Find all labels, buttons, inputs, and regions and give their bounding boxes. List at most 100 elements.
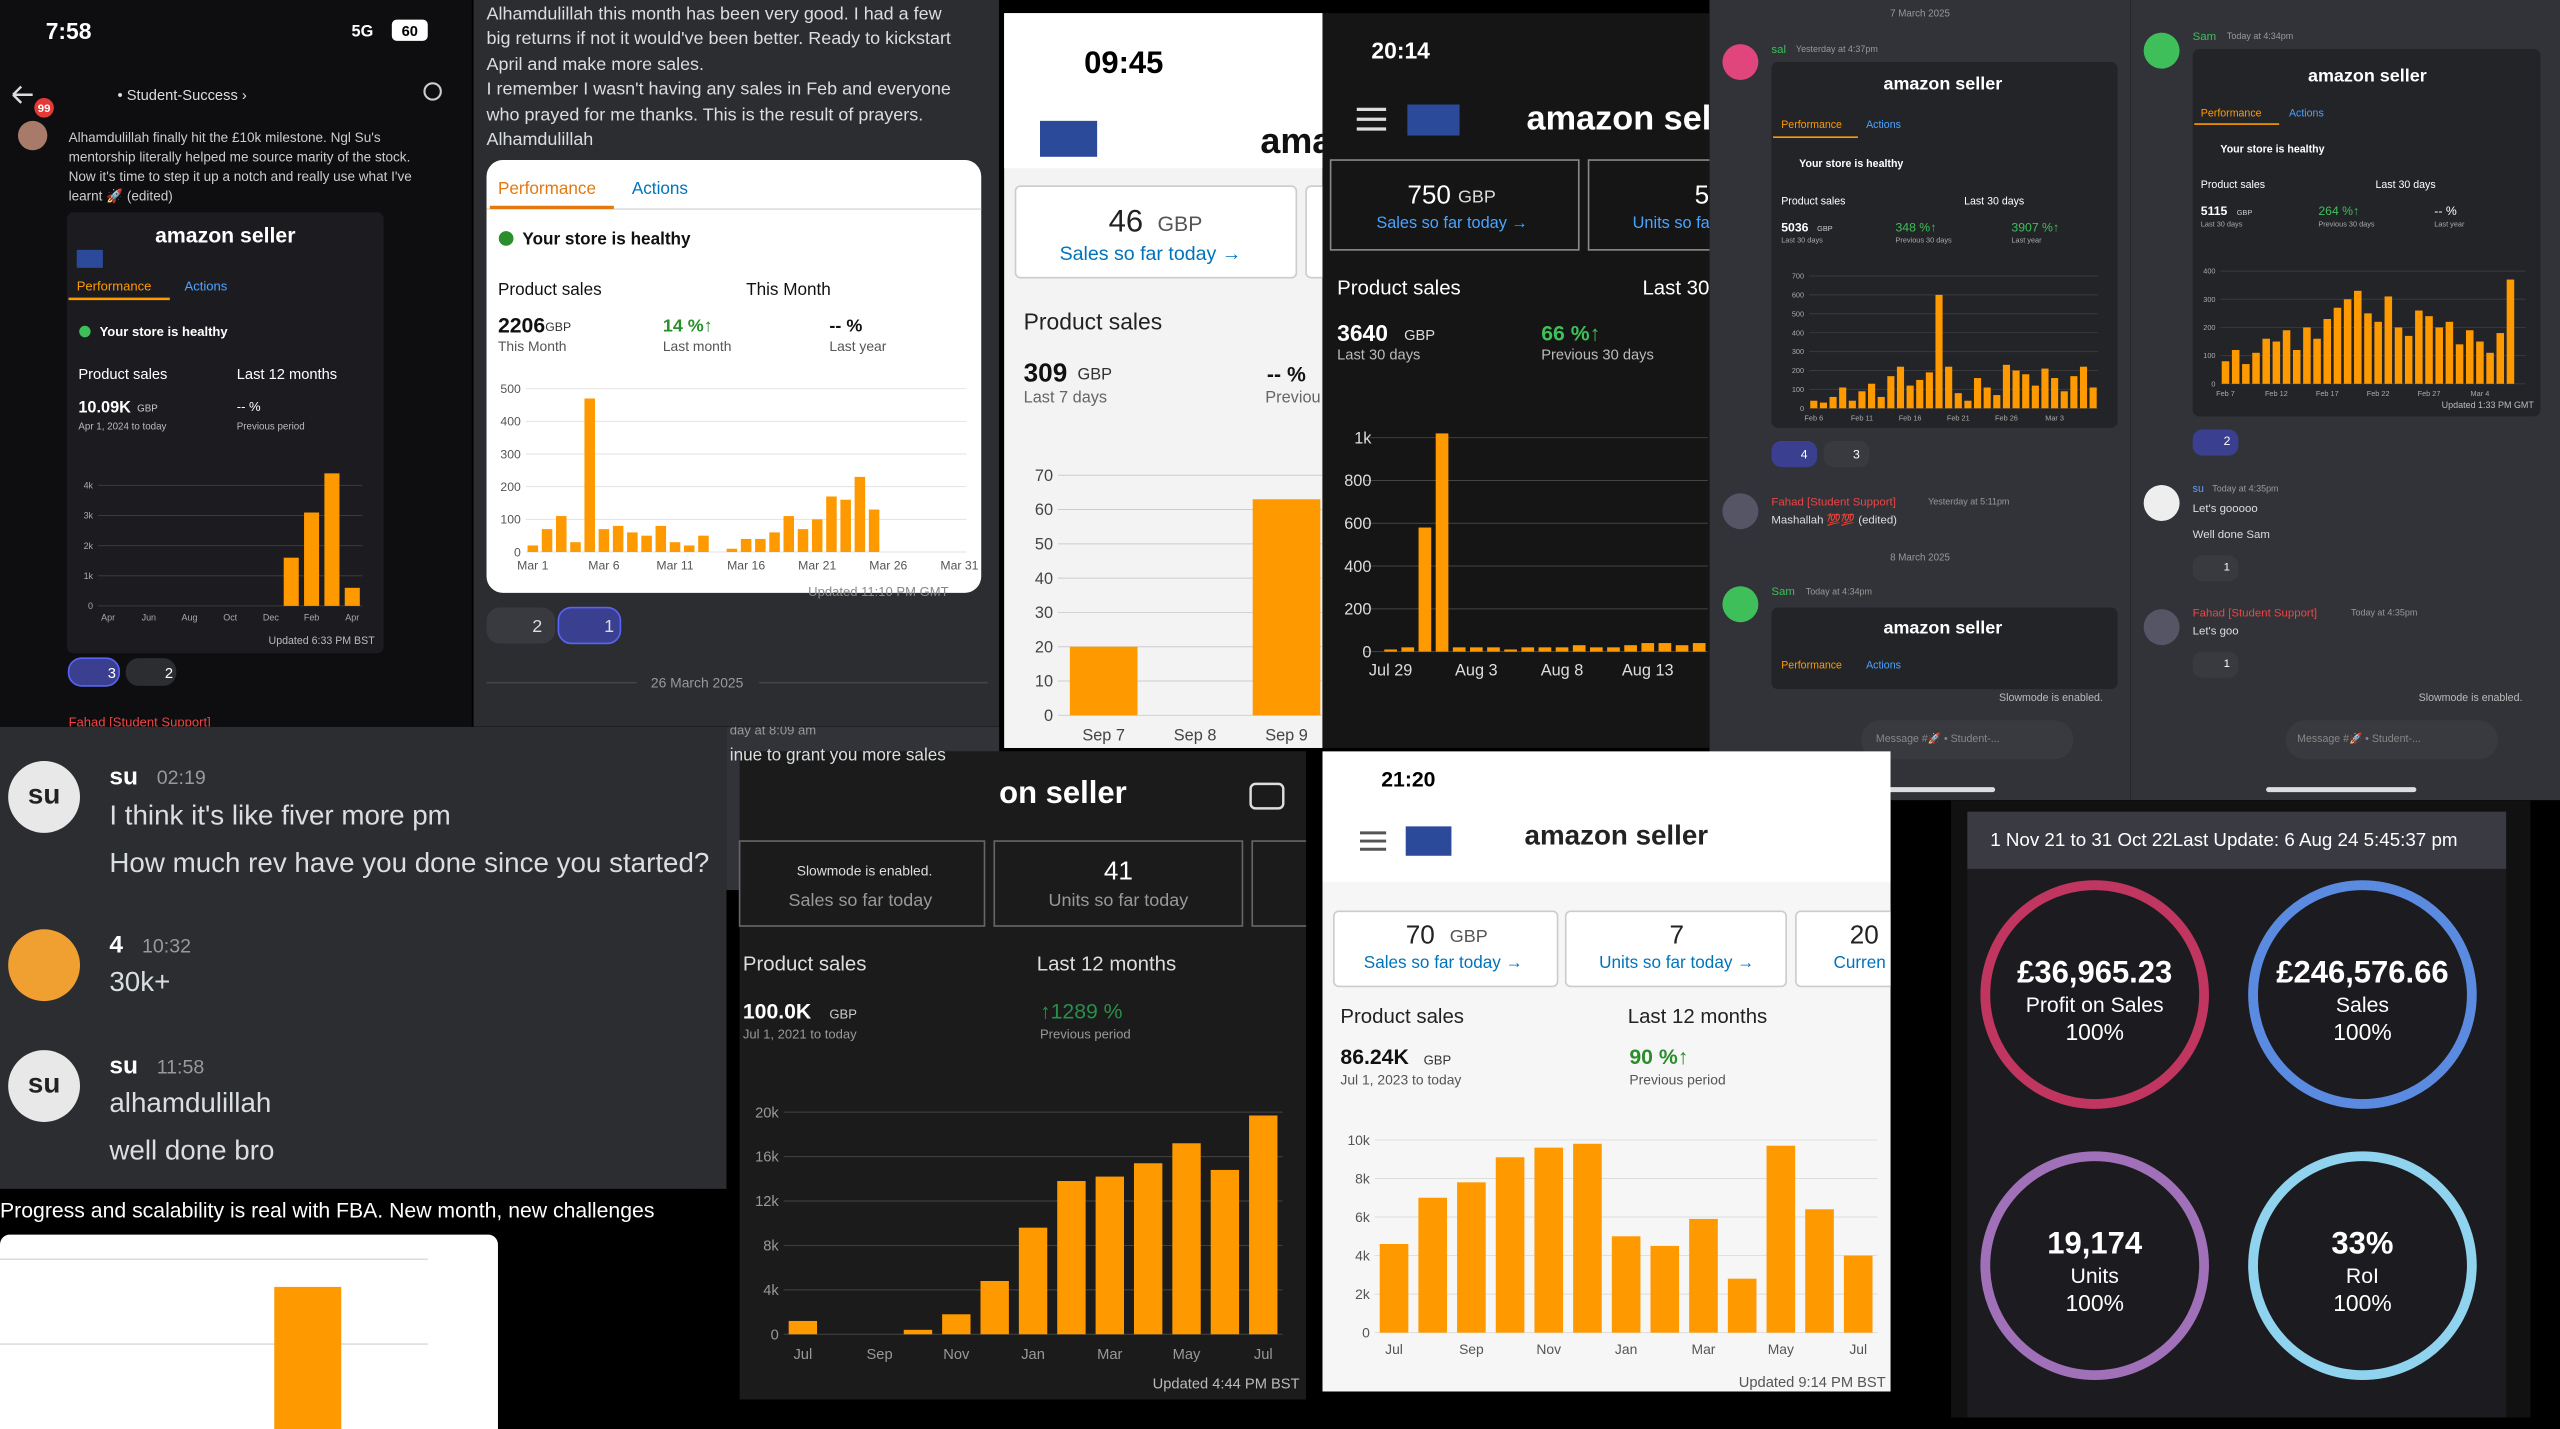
- label: on seller: [999, 775, 1127, 810]
- y-tick-label: 800: [1344, 472, 1371, 490]
- bar: [2333, 307, 2342, 384]
- label: • Student-Success ›: [118, 88, 247, 104]
- status-dot: [498, 231, 514, 246]
- bar: [2323, 318, 2332, 384]
- ring-label: Units: [2071, 1265, 2119, 1288]
- bar: [1896, 366, 1905, 409]
- label: GBP: [1078, 366, 1113, 384]
- y-tick-label: 50: [1035, 536, 1053, 554]
- bar: [541, 529, 553, 553]
- bar: [1916, 379, 1924, 409]
- label: Your store is healthy: [100, 324, 229, 339]
- bar: [598, 529, 610, 553]
- label: April and make more sales.: [487, 54, 704, 74]
- bar: [2051, 378, 2059, 409]
- tile[interactable]: [1251, 840, 1317, 927]
- label: Last 12 months: [1037, 954, 1177, 976]
- y-tick-label: 1k: [1354, 429, 1372, 447]
- label: Updated 9:14 PM BST: [1739, 1375, 1886, 1391]
- bar: [1469, 647, 1483, 652]
- tile[interactable]: [1014, 185, 1298, 279]
- label: Performance: [77, 278, 152, 293]
- x-tick-label: Nov: [1536, 1341, 1561, 1357]
- label: Actions: [184, 278, 227, 293]
- label: GBP: [1458, 186, 1496, 206]
- x-tick-label: Mar 6: [588, 558, 619, 572]
- ring-value: £36,965.23: [2017, 955, 2172, 990]
- reaction-pill[interactable]: [125, 658, 177, 686]
- reaction-pill[interactable]: [2192, 651, 2239, 678]
- reaction-pill[interactable]: [1771, 440, 1818, 468]
- label: Last 30 days: [2201, 219, 2243, 228]
- bar: [1877, 396, 1885, 409]
- tile[interactable]: [1795, 910, 1910, 988]
- camera-icon[interactable]: [1249, 782, 1285, 810]
- bar: [2476, 341, 2484, 384]
- x-tick-label: Aug 13: [1622, 661, 1674, 679]
- label: GBP: [829, 1007, 857, 1022]
- header-bar: [1967, 811, 2507, 869]
- reaction-pill[interactable]: [2192, 555, 2239, 582]
- bar: [1906, 385, 1914, 409]
- y-tick-label: 0: [1044, 707, 1053, 725]
- tile[interactable]: [1564, 910, 1787, 988]
- bar: [2242, 364, 2250, 384]
- label: 3: [108, 666, 116, 682]
- y-tick-label: 30: [1035, 604, 1053, 622]
- tile[interactable]: [738, 840, 986, 927]
- y-tick-label: 100: [2203, 351, 2215, 360]
- reaction-pill[interactable]: [1823, 440, 1870, 468]
- reaction-pill[interactable]: [67, 657, 120, 687]
- bar: [2506, 279, 2515, 384]
- x-tick-label: Jan: [1021, 1347, 1045, 1363]
- search-icon[interactable]: [423, 82, 442, 101]
- ring: [2248, 880, 2477, 1109]
- x-tick-label: Oct: [223, 612, 237, 622]
- label: Sales so far today →: [1364, 952, 1523, 972]
- bar: [1418, 1197, 1448, 1333]
- label: 70: [1406, 919, 1435, 949]
- label: 7:58: [46, 18, 92, 44]
- label: Last 30 days: [1964, 196, 2024, 208]
- label: Slowmode is enabled.: [2419, 692, 2523, 704]
- label: Product sales: [498, 279, 602, 299]
- y-tick-label: 100: [1792, 385, 1804, 394]
- bar: [1133, 1163, 1163, 1335]
- panel-phone-2: 20:14 amazon selle 750 GBP Sales so far toda…: [1322, 13, 1736, 748]
- menu-icon[interactable]: [1360, 831, 1387, 851]
- ring-percent: 100%: [2333, 1290, 2391, 1316]
- reaction-pill[interactable]: [557, 606, 622, 645]
- y-tick-label: 100: [500, 513, 521, 527]
- y-tick-label: 200: [2203, 323, 2215, 332]
- label: 309: [1024, 357, 1068, 387]
- message-input[interactable]: [1861, 720, 2074, 760]
- label: Updated 4:44 PM BST: [1153, 1376, 1300, 1392]
- chart-card: [0, 1234, 498, 1429]
- back-arrow[interactable]: [12, 85, 33, 104]
- y-tick-label: 2k: [84, 541, 94, 551]
- reaction-pill[interactable]: [486, 607, 556, 644]
- tile[interactable]: [993, 840, 1244, 927]
- label: Updated 1:33 PM GMT: [2442, 400, 2535, 410]
- label: Previou: [1265, 389, 1320, 407]
- message-input[interactable]: [2285, 720, 2498, 760]
- tile[interactable]: [1329, 159, 1580, 251]
- bar: [1401, 647, 1415, 652]
- bar: [1993, 395, 2001, 409]
- label: 46: [1109, 203, 1143, 238]
- label: Product sales: [1024, 309, 1162, 335]
- label: amazon seller: [1525, 819, 1709, 850]
- tile[interactable]: [1587, 159, 1736, 251]
- label: Let's goo: [2193, 625, 2239, 637]
- bar: [1252, 499, 1321, 716]
- menu-icon[interactable]: [1356, 107, 1387, 131]
- x-tick-label: Feb 22: [2367, 389, 2390, 398]
- label: 90 %↑: [1629, 1046, 1688, 1069]
- x-tick-label: Sep: [867, 1347, 893, 1363]
- tile[interactable]: [1333, 910, 1559, 988]
- tile[interactable]: [1305, 185, 1355, 279]
- x-tick-label: Jul: [793, 1347, 812, 1363]
- x-tick-label: May: [1768, 1341, 1794, 1357]
- label: Previous 30 days: [1541, 348, 1654, 364]
- reaction-pill[interactable]: [2192, 429, 2239, 456]
